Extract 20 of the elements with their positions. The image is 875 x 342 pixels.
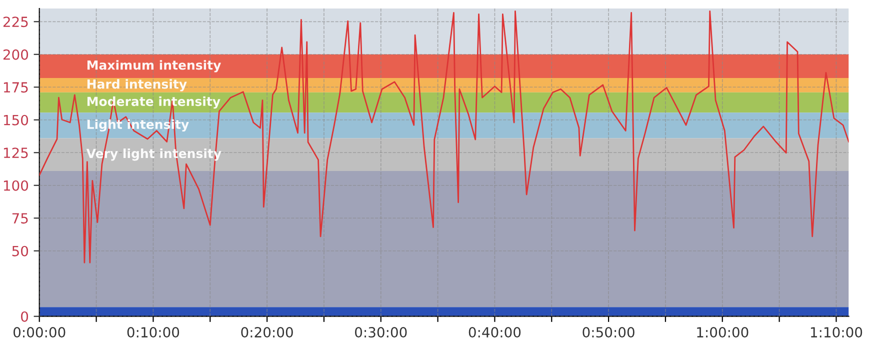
line-series bbox=[39, 10, 849, 264]
band-label: Hard intensity bbox=[87, 79, 187, 92]
y-tick-label: 150 bbox=[4, 114, 28, 126]
band-label: Maximum intensity bbox=[87, 60, 221, 72]
y-tick-label: 75 bbox=[12, 213, 28, 224]
y-tick-label: 100 bbox=[4, 180, 28, 191]
x-tick-label: 0:40:00 bbox=[468, 327, 521, 338]
y-tick-label: 125 bbox=[4, 148, 28, 158]
x-tick-label: 0:50:00 bbox=[582, 327, 634, 338]
x-tick-label: 1:00:00 bbox=[697, 327, 748, 338]
x-tick-label: 0:30:00 bbox=[355, 327, 407, 338]
x-tick-label: 0:20:00 bbox=[241, 327, 293, 338]
x-tick-label: 1:10:00 bbox=[810, 327, 862, 338]
y-tick-label: 175 bbox=[4, 82, 28, 93]
y-tick-label: 50 bbox=[12, 246, 28, 256]
y-tick-label: 225 bbox=[3, 16, 28, 28]
x-tick-label: 0:00:00 bbox=[14, 327, 66, 338]
y-tick-label: 0 bbox=[21, 311, 28, 322]
x-tick-label: 0:10:00 bbox=[127, 327, 180, 338]
y-tick-label: 200 bbox=[3, 49, 28, 60]
